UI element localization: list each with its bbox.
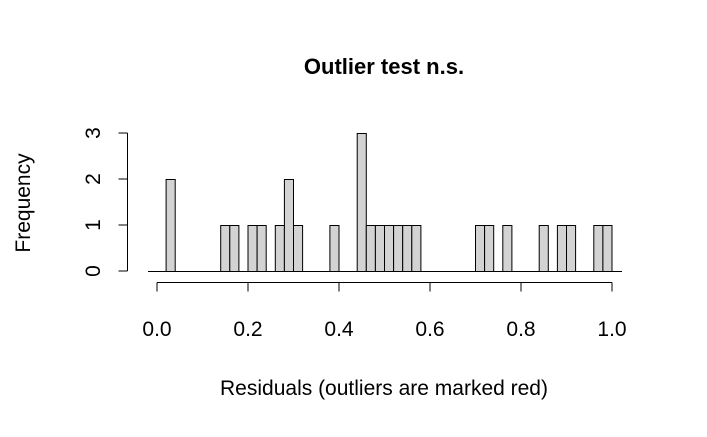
histogram-bar: [502, 225, 513, 272]
histogram-bar: [402, 225, 413, 272]
y-axis-label: Frequency: [12, 153, 35, 253]
histogram-bar: [602, 225, 613, 272]
histogram-bar: [566, 225, 577, 272]
histogram-bar: [484, 225, 495, 272]
x-tick-label: 0.6: [415, 318, 444, 341]
chart-title: Outlier test n.s.: [304, 54, 464, 79]
histogram-bar: [356, 133, 367, 272]
histogram-bar: [283, 179, 294, 272]
histogram-bar: [556, 225, 568, 272]
x-axis-label: Residuals (outliers are marked red): [220, 377, 548, 400]
x-tick-label: 0.0: [142, 318, 171, 341]
histogram-bar: [393, 225, 404, 272]
histogram-bar: [384, 225, 395, 272]
histogram-bar: [247, 225, 258, 272]
histogram-bar: [593, 225, 604, 272]
histogram-bar: [256, 225, 267, 272]
x-axis: 0.0 0.2 0.4 0.6 0.8 1.0: [142, 282, 627, 341]
histogram-bar: [365, 225, 376, 272]
histogram-bar: [374, 225, 385, 272]
x-tick-label: 0.4: [324, 318, 354, 341]
x-tick-label: 1.0: [597, 318, 626, 341]
bars-group: [148, 133, 622, 272]
histogram-bar: [411, 225, 422, 272]
y-tick-label: 2: [82, 173, 105, 185]
x-tick-label: 0.8: [506, 318, 535, 341]
y-tick-label: 3: [82, 127, 105, 139]
histogram-bar: [538, 225, 549, 272]
histogram-bar: [229, 225, 240, 272]
y-axis: 0 1 2 3: [82, 127, 128, 277]
histogram-bar: [220, 225, 231, 272]
histogram-bar: [475, 225, 486, 272]
histogram-bar: [274, 225, 285, 272]
histogram-bar: [293, 225, 304, 272]
histogram-bar: [329, 225, 340, 272]
y-tick-label: 1: [82, 219, 105, 231]
histogram-bar: [165, 179, 176, 272]
y-tick-label: 0: [82, 265, 105, 277]
x-tick-label: 0.2: [233, 318, 262, 341]
